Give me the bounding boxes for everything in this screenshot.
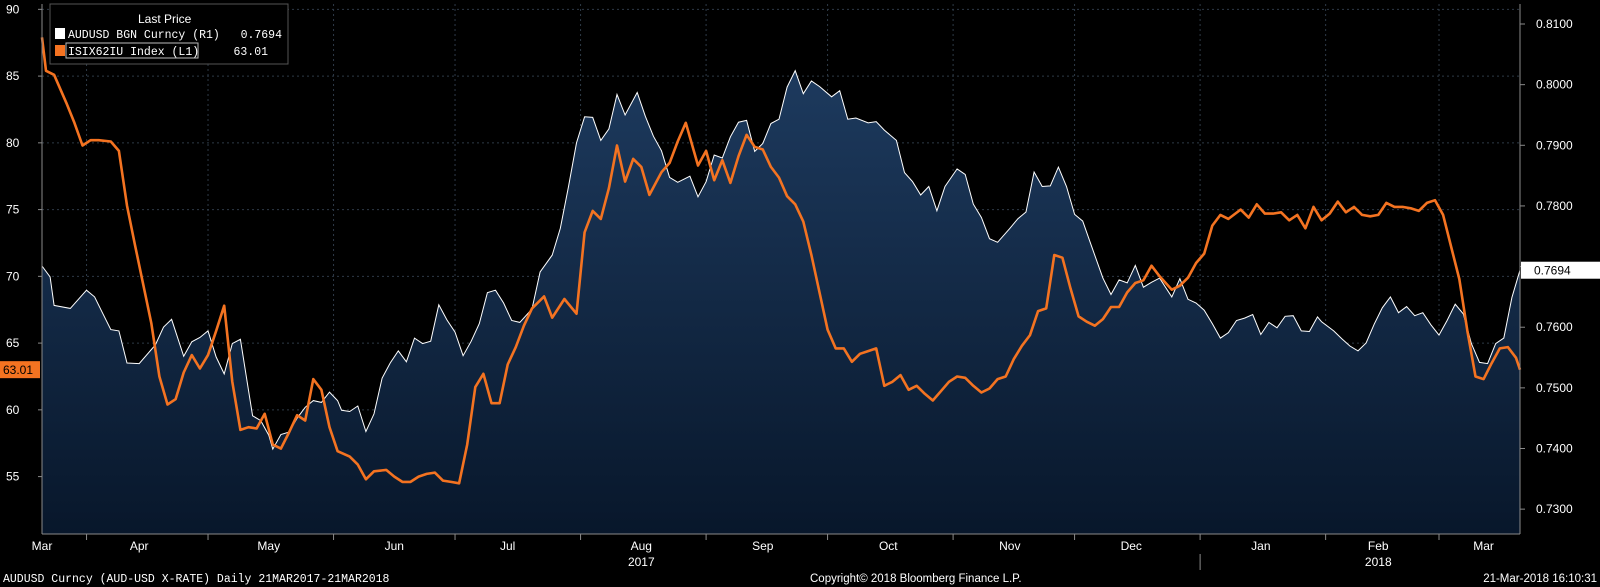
x-month-label: Mar: [1473, 539, 1494, 553]
left-tick-label: 75: [6, 203, 20, 217]
left-tick-label: 80: [6, 136, 20, 150]
audusd-legend-label: AUDUSD BGN Curncy (R1): [68, 29, 220, 42]
x-month-label: Dec: [1121, 539, 1142, 553]
right-tick-label: 0.7500: [1536, 381, 1573, 395]
isix62iu-legend-value: 63.01: [233, 46, 268, 59]
left-tick-label: 85: [6, 69, 20, 83]
isix62iu-legend-highlight: [65, 42, 199, 59]
footer: AUDUSD Curncy (AUD-USD X-RATE) Daily 21M…: [3, 573, 1597, 586]
right-tick-label: 0.7300: [1536, 502, 1573, 516]
x-year-label: 2017: [628, 555, 655, 569]
right-last-value-badge: 0.7694: [1521, 261, 1600, 279]
x-axis-ticks: Mar Apr May Jun Jul Aug Sep Oct Nov Dec Jan Feb Mar 2…: [32, 534, 1494, 570]
x-month-label: Mar: [32, 539, 53, 553]
legend: Last Price AUDUSD BGN Curncy (R1) 0.7694…: [49, 3, 289, 65]
left-last-value-text: 63.01: [3, 363, 33, 377]
legend-box: [49, 3, 289, 65]
x-month-label: Oct: [879, 539, 898, 553]
left-tick-label: 90: [6, 2, 20, 16]
x-month-label: Aug: [631, 539, 652, 553]
right-last-value-text: 0.7694: [1534, 264, 1571, 278]
x-month-label: Jul: [500, 539, 515, 553]
legend-header: Last Price: [138, 12, 192, 26]
right-tick-label: 0.7600: [1536, 320, 1573, 334]
right-tick-label: 0.7900: [1536, 138, 1573, 152]
audusd-legend-swatch: [55, 28, 65, 39]
left-axis-ticks: 55 60 65 70 75 80 85 90: [6, 2, 42, 484]
isix62iu-legend-label: ISIX62IU Index (L1): [68, 46, 199, 59]
audusd-legend-value: 0.7694: [241, 29, 283, 42]
right-tick-label: 0.7800: [1536, 199, 1573, 213]
isix62iu-legend-swatch: [55, 45, 65, 56]
left-tick-label: 60: [6, 403, 20, 417]
right-tick-label: 0.7400: [1536, 441, 1573, 455]
x-month-label: Jan: [1251, 539, 1270, 553]
left-tick-label: 65: [6, 336, 20, 350]
right-tick-label: 0.8000: [1536, 78, 1573, 92]
audusd-area-fill: [42, 70, 1520, 534]
x-month-label: Nov: [999, 539, 1020, 553]
footer-timestamp: 21-Mar-2018 16:10:31: [1483, 573, 1597, 585]
x-month-label: Apr: [130, 539, 149, 553]
left-tick-label: 55: [6, 470, 20, 484]
right-axis-ticks: 0.73000.74000.75000.76000.77000.78000.79…: [1520, 17, 1573, 516]
x-month-label: Jun: [385, 539, 404, 553]
x-month-label: Sep: [752, 539, 774, 553]
left-tick-label: 70: [6, 269, 20, 283]
isix62iu-series-line: [40, 37, 1522, 485]
x-month-label: May: [257, 539, 280, 553]
axes: [41, 4, 1521, 535]
x-month-label: Feb: [1368, 539, 1389, 553]
left-last-value-badge: 63.01: [0, 361, 40, 379]
footer-security-info: AUDUSD Curncy (AUD-USD X-RATE) Daily 21M…: [3, 573, 390, 586]
x-year-label: 2018: [1365, 555, 1392, 569]
right-tick-label: 0.8100: [1536, 17, 1573, 31]
footer-copyright: Copyright© 2018 Bloomberg Finance L.P.: [810, 573, 1022, 585]
